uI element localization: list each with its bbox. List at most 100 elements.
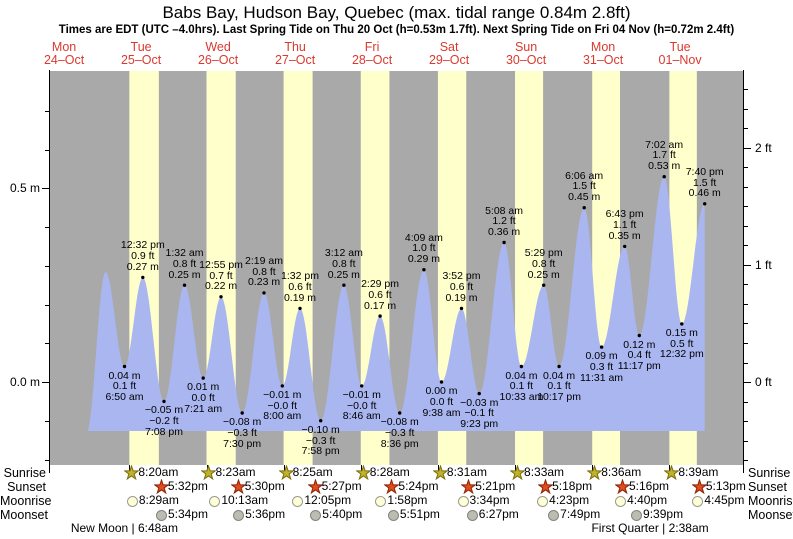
tide-extreme-label-line: 0.15 m xyxy=(665,326,698,339)
tide-extreme-label-line: 9:23 pm xyxy=(460,418,499,431)
tide-extreme-label: 6:06 am 1.5 ft 0.45 m xyxy=(548,170,620,203)
tide-extreme-label-line: 7:40 pm xyxy=(685,165,724,178)
left-axis-label: 0.5 m xyxy=(9,181,40,196)
left-axis-tick xyxy=(45,343,49,345)
tide-extreme-label: 7:02 am 1.7 ft 0.53 m xyxy=(628,138,700,172)
left-axis-tick xyxy=(45,304,49,306)
tide-extreme-label-line: 0.25 m xyxy=(527,268,560,281)
tide-chart xyxy=(50,71,743,465)
tide-extreme-label: 1:32 pm 0.6 ft 0.19 m xyxy=(264,271,336,303)
tide-extreme-label: 0.01 m 0.0 ft 7:21 am xyxy=(167,382,239,414)
astro-event-time: 1:58pm xyxy=(387,493,428,507)
tide-extreme-label-line: 7:58 pm xyxy=(301,445,340,458)
tide-extreme-label-line: 1:32 pm xyxy=(281,270,319,283)
astro-row-label-left: Moonset xyxy=(0,508,48,522)
astro-event-time: 5:36pm xyxy=(245,507,286,521)
sunrise-star-icon xyxy=(663,464,681,481)
tide-extreme-label-line: 8:36 pm xyxy=(380,437,419,450)
tide-extreme-label-line: 12:55 pm xyxy=(199,258,243,271)
tide-extreme-label: 7:40 pm 1.5 ft 0.46 m xyxy=(669,165,741,199)
tide-extreme-label-line: 0.04 m xyxy=(505,369,538,382)
astro-row-label-right: Moonrise xyxy=(748,494,793,508)
tide-extreme-label-line: 0.4 ft xyxy=(627,349,651,362)
sunset-star-icon xyxy=(537,478,554,495)
moonset-icon xyxy=(310,509,322,521)
astro-event-time: 8:33am xyxy=(524,465,565,479)
right-axis-tick xyxy=(744,264,751,266)
sunset-star-icon xyxy=(460,478,478,495)
page-title: Babs Bay, Hudson Bay, Quebec (max. tidal… xyxy=(162,3,631,22)
extreme-dot-high xyxy=(623,244,627,249)
tide-extreme-label: 3:52 pm 0.6 ft 0.19 m xyxy=(426,271,498,303)
tide-extreme-label-line: 7:02 am xyxy=(645,138,684,151)
astro-event-time: 9:39pm xyxy=(643,507,684,521)
tide-extreme-label-line: 1.0 ft xyxy=(412,242,436,255)
tide-extreme-label: 2:29 pm 0.6 ft 0.17 m xyxy=(344,279,416,311)
day-date: 24–Oct xyxy=(43,53,85,67)
tide-extreme-label: 0.09 m 0.3 ft 11:31 am xyxy=(566,351,638,383)
tide-area xyxy=(86,176,705,431)
x-axis-tick xyxy=(669,465,671,471)
extreme-dot-high xyxy=(342,283,346,287)
tide-extreme-label-line: −0.0 ft xyxy=(267,399,297,412)
x-axis-tick xyxy=(592,465,594,471)
astro-event-time: 5:30pm xyxy=(244,479,285,493)
tide-extreme-label-line: 0.6 ft xyxy=(368,288,392,301)
tide-extreme-label-line: 2:29 pm xyxy=(361,278,400,291)
day-of-week: Sat xyxy=(439,40,459,54)
tide-extreme-label: 5:29 pm 0.8 ft 0.25 m xyxy=(508,248,580,280)
left-axis-line xyxy=(49,70,50,473)
left-axis-tick xyxy=(45,459,49,461)
tide-extreme-label-line: 0.0 ft xyxy=(191,391,215,404)
tide-extreme-label-line: 1.1 ft xyxy=(612,219,637,232)
tide-extreme-label-line: 0.9 ft xyxy=(131,250,155,263)
right-axis-tick xyxy=(744,303,748,305)
day-of-week: Thu xyxy=(284,40,306,54)
right-axis-label: 0 ft xyxy=(755,375,772,389)
tide-extreme-label: 0.04 m 0.1 ft 6:50 am xyxy=(89,369,161,404)
extreme-dot-high xyxy=(141,275,145,280)
tide-extreme-label-line: 0.04 m xyxy=(543,369,576,382)
day-date: 01–Nov xyxy=(658,53,702,67)
tide-extreme-label-line: 0.7 ft xyxy=(209,269,233,282)
tide-extreme-label-line: 6:50 am xyxy=(105,391,144,404)
extreme-dot-low xyxy=(201,376,205,380)
tide-extreme-label-line: 0.8 ft xyxy=(172,257,197,270)
tide-extreme-label: 6:43 pm 1.1 ft 0.35 m xyxy=(589,209,661,241)
right-axis-tick xyxy=(744,89,748,90)
right-axis-tick xyxy=(744,284,748,286)
extreme-dot-low xyxy=(162,399,166,404)
tide-extreme-label-line: 1.5 ft xyxy=(693,176,717,189)
astro-event-time: 5:21pm xyxy=(475,479,516,493)
tide-extreme-label: 3:12 am 0.8 ft 0.25 m xyxy=(308,248,380,280)
tide-extreme-label-line: 0.01 m xyxy=(187,381,220,394)
extreme-dot-low xyxy=(680,322,684,326)
tide-extreme-label-line: 4:09 am xyxy=(404,231,443,244)
day-date: 28–Oct xyxy=(351,53,393,67)
tide-extreme-label-line: 3:52 pm xyxy=(442,270,481,283)
tide-extreme-label: 5:08 am 1.2 ft 0.36 m xyxy=(468,205,540,239)
day-of-week: Tue xyxy=(130,40,152,54)
right-axis-label: 1 ft xyxy=(755,257,772,272)
astro-event-time: 8:25am xyxy=(292,465,333,479)
tide-extreme-label-line: 0.36 m xyxy=(488,226,521,239)
astro-event-time: 8:20am xyxy=(138,465,179,479)
tide-extreme-label-line: 0.04 m xyxy=(108,369,141,382)
tide-extreme-label: 0.04 m 0.1 ft 10:17 pm xyxy=(523,369,595,403)
extreme-dot-high xyxy=(182,283,187,287)
day-date: 31–Oct xyxy=(582,53,624,67)
sunrise-star-icon xyxy=(432,464,449,481)
moonrise-icon xyxy=(457,495,469,507)
tide-extreme-label: 2:19 am 0.8 ft 0.23 m xyxy=(228,256,300,288)
moonrise-icon xyxy=(126,495,138,507)
tide-extreme-label: 12:32 pm 0.9 ft 0.27 m xyxy=(107,240,179,272)
moonrise-icon xyxy=(537,495,549,507)
x-axis-tick xyxy=(129,465,131,471)
right-axis-label: 2 ft xyxy=(755,140,772,155)
astro-event-time: 8:28am xyxy=(369,465,410,479)
extreme-dot-high xyxy=(542,283,546,287)
moonset-icon xyxy=(155,509,167,521)
sunrise-star-icon xyxy=(586,464,604,481)
tide-extreme-label-line: 8:00 am xyxy=(263,410,302,423)
extreme-dot-low xyxy=(398,411,402,415)
